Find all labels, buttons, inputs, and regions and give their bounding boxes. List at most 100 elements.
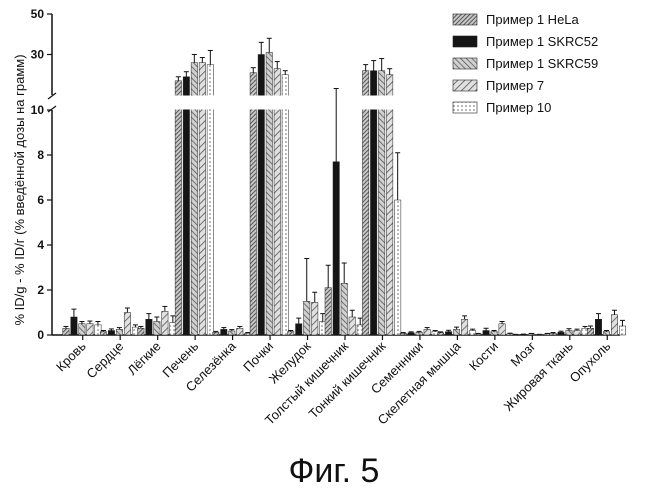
legend-label: Пример 1 SKRC52 bbox=[486, 34, 598, 49]
bar bbox=[611, 315, 617, 335]
bar bbox=[566, 331, 572, 336]
bar bbox=[100, 332, 106, 335]
bar bbox=[183, 77, 189, 335]
bar-break-gap bbox=[370, 96, 378, 110]
bar bbox=[424, 329, 430, 335]
bar bbox=[63, 328, 69, 335]
bar bbox=[445, 332, 451, 335]
bar bbox=[378, 71, 384, 335]
bar bbox=[229, 331, 235, 335]
bar-break-gap bbox=[281, 96, 289, 110]
bar bbox=[461, 319, 467, 335]
bar-break-gap bbox=[273, 96, 281, 110]
legend-swatch bbox=[453, 14, 477, 25]
bar-break-gap bbox=[199, 96, 207, 110]
bar bbox=[312, 302, 318, 335]
bar bbox=[175, 81, 181, 335]
bar bbox=[394, 200, 400, 335]
legend-swatch bbox=[453, 58, 477, 69]
bar bbox=[108, 331, 114, 336]
bar bbox=[595, 319, 601, 335]
x-tick-label: Опухоль bbox=[566, 338, 613, 385]
bar bbox=[558, 332, 564, 335]
bar bbox=[288, 332, 294, 335]
bar bbox=[79, 324, 85, 335]
y-tick-label: 8 bbox=[37, 148, 44, 162]
bar bbox=[386, 75, 392, 335]
bar bbox=[250, 73, 256, 335]
bar bbox=[550, 333, 556, 335]
bar bbox=[124, 313, 130, 336]
bar bbox=[296, 324, 302, 335]
bar bbox=[221, 329, 227, 335]
y-tick-label: 10 bbox=[31, 103, 45, 117]
bar bbox=[266, 52, 272, 335]
bar-break-gap bbox=[175, 96, 183, 110]
x-tick-label: Кровь bbox=[53, 338, 89, 374]
legend-label: Пример 1 HeLa bbox=[486, 12, 580, 27]
bar bbox=[325, 288, 331, 335]
bar bbox=[574, 331, 580, 336]
legend-swatch bbox=[453, 102, 477, 113]
legend-label: Пример 1 SKRC59 bbox=[486, 56, 598, 71]
x-tick-label: Мозг bbox=[508, 338, 539, 369]
bar-break-gap bbox=[378, 96, 386, 110]
y-tick-label: 4 bbox=[37, 238, 44, 252]
legend-swatch bbox=[453, 36, 477, 47]
legend-label: Пример 7 bbox=[486, 78, 544, 93]
y-tick-label: 30 bbox=[31, 48, 45, 62]
x-tick-label: Почки bbox=[240, 339, 276, 375]
bar bbox=[483, 331, 489, 336]
bar bbox=[408, 333, 414, 335]
x-tick-label: Лёгкие bbox=[124, 339, 163, 378]
y-axis-label: % ID/g - % ID/г (% введённой дозы на гра… bbox=[12, 54, 27, 325]
bar bbox=[528, 334, 534, 335]
x-tick-label: Кости bbox=[466, 339, 501, 374]
bar-break-gap bbox=[207, 96, 215, 110]
bar bbox=[237, 328, 243, 335]
bar bbox=[416, 332, 422, 335]
bar bbox=[475, 334, 481, 335]
bar-break-gap bbox=[183, 96, 191, 110]
bar-break-gap bbox=[191, 96, 199, 110]
y-tick-label: 6 bbox=[37, 193, 44, 207]
bar bbox=[453, 329, 459, 335]
legend-swatch bbox=[453, 80, 477, 91]
bar bbox=[587, 328, 593, 335]
bar bbox=[619, 326, 625, 335]
bar bbox=[603, 332, 609, 335]
bar bbox=[282, 75, 288, 335]
bar bbox=[437, 333, 443, 335]
bar bbox=[138, 328, 144, 335]
bar bbox=[162, 311, 168, 335]
bar bbox=[370, 71, 376, 335]
bar-break-gap bbox=[362, 96, 370, 110]
figure-caption: Фиг. 5 bbox=[0, 452, 668, 491]
bar bbox=[154, 322, 160, 336]
bar bbox=[146, 319, 152, 335]
y-tick-label: 2 bbox=[37, 283, 44, 297]
bar bbox=[349, 317, 355, 335]
bar bbox=[213, 332, 219, 335]
bar bbox=[341, 283, 347, 335]
x-tick-label: Сердце bbox=[83, 339, 126, 382]
bar bbox=[491, 332, 497, 335]
bar bbox=[116, 329, 122, 335]
bar bbox=[362, 71, 368, 335]
x-tick-label: Жировая ткань bbox=[501, 338, 576, 413]
bar bbox=[87, 324, 93, 335]
bar bbox=[499, 324, 505, 335]
legend: Пример 1 HeLa Пример 1 SKRC52 Пример 1 SKR… bbox=[453, 12, 598, 115]
legend-label: Пример 10 bbox=[486, 100, 551, 115]
bar bbox=[304, 301, 310, 335]
bar-break-gap bbox=[386, 96, 394, 110]
bar-break-gap bbox=[265, 96, 273, 110]
y-tick-label: 50 bbox=[31, 7, 45, 21]
y-tick-label: 0 bbox=[37, 328, 44, 342]
bar bbox=[400, 333, 406, 335]
bar-break-gap bbox=[257, 96, 265, 110]
bar bbox=[333, 162, 339, 335]
bar bbox=[71, 317, 77, 335]
bar-break-gap bbox=[249, 96, 257, 110]
